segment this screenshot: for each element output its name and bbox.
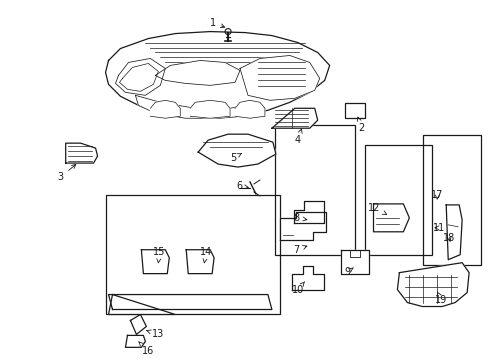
Polygon shape	[291, 266, 323, 289]
Polygon shape	[198, 134, 275, 167]
Text: 4: 4	[294, 129, 302, 145]
Polygon shape	[150, 100, 180, 118]
Text: 1: 1	[210, 18, 224, 28]
Polygon shape	[105, 32, 329, 118]
Polygon shape	[141, 250, 169, 274]
Polygon shape	[190, 100, 229, 118]
Text: 3: 3	[58, 165, 76, 182]
Polygon shape	[135, 95, 260, 118]
Polygon shape	[108, 294, 271, 310]
Polygon shape	[340, 250, 368, 274]
Bar	[105, 195, 279, 315]
Polygon shape	[235, 100, 264, 118]
Bar	[274, 125, 354, 255]
Text: 13: 13	[146, 329, 164, 339]
Polygon shape	[155, 60, 240, 85]
Text: 10: 10	[291, 282, 304, 294]
Text: 16: 16	[138, 342, 154, 356]
Polygon shape	[65, 143, 98, 163]
Text: 14: 14	[200, 247, 212, 263]
Polygon shape	[279, 212, 325, 240]
Polygon shape	[293, 201, 323, 223]
Polygon shape	[125, 336, 145, 347]
Bar	[364, 145, 431, 255]
Polygon shape	[186, 250, 214, 274]
Bar	[344, 103, 364, 118]
Polygon shape	[446, 205, 461, 260]
Bar	[423, 135, 480, 265]
Text: 9: 9	[344, 267, 353, 276]
Text: 6: 6	[236, 181, 248, 191]
Text: 18: 18	[442, 233, 454, 243]
Polygon shape	[240, 55, 319, 100]
Polygon shape	[373, 204, 408, 232]
Text: 5: 5	[229, 153, 241, 163]
Text: 12: 12	[367, 203, 386, 215]
Polygon shape	[115, 58, 165, 95]
Text: 8: 8	[293, 213, 306, 223]
Text: 2: 2	[357, 117, 364, 133]
Text: 11: 11	[432, 223, 445, 233]
Text: 7: 7	[293, 245, 306, 255]
Text: 15: 15	[153, 247, 165, 263]
Polygon shape	[397, 263, 468, 306]
Text: 19: 19	[434, 292, 447, 305]
Polygon shape	[130, 315, 146, 334]
Polygon shape	[108, 294, 175, 315]
Text: 17: 17	[430, 190, 443, 200]
Polygon shape	[271, 108, 317, 128]
